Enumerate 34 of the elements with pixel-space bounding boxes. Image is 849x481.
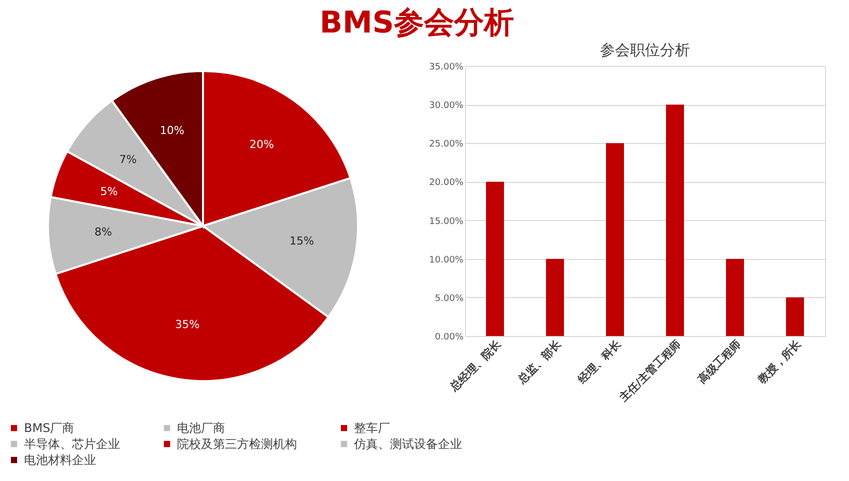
chart-title: 参会职位分析 (600, 41, 690, 59)
legend-label: 电池材料企业 (24, 453, 96, 467)
y-tick-label: 35.00% (429, 62, 464, 72)
legend-label: 整车厂 (354, 421, 390, 436)
data-label: 20% (250, 138, 274, 152)
bar (546, 258, 564, 336)
legend-label: 仿真、测试设备企业 (353, 437, 462, 451)
chart-title: BMS参会分析 (320, 6, 514, 40)
bar (726, 258, 744, 336)
bar (786, 297, 804, 336)
x-tick-label: 经理、科长 (574, 337, 624, 387)
y-tick-label: 15.00% (429, 216, 464, 227)
legend-label: 电池厂商 (177, 421, 225, 436)
x-tick-label: 教授，所长 (754, 337, 804, 387)
bar (666, 104, 684, 336)
x-tick-label: 总监、部长 (514, 337, 564, 387)
data-label: 8% (94, 225, 112, 238)
data-label: 7% (119, 152, 137, 166)
legend-label: BMS厂商 (24, 421, 74, 436)
x-tick-label: 高级工程师 (695, 338, 744, 386)
y-tick-label: 0.00% (434, 332, 464, 342)
data-label: 35% (175, 318, 200, 331)
legend-label: 院校及第三方检测机构 (177, 437, 297, 451)
y-tick-label: 20.00% (429, 178, 464, 188)
data-label: 10% (160, 124, 184, 137)
bar (606, 143, 624, 336)
y-tick-label: 5.00% (434, 294, 464, 304)
y-tick-label: 25.00% (429, 140, 464, 150)
y-tick-label: 10.00% (429, 255, 464, 266)
y-tick-label: 30.00% (429, 101, 464, 112)
data-label: 15% (290, 234, 314, 248)
bar (486, 182, 504, 336)
data-label: 5% (100, 185, 118, 198)
legend-label: 半导体、芯片企业 (24, 437, 120, 451)
